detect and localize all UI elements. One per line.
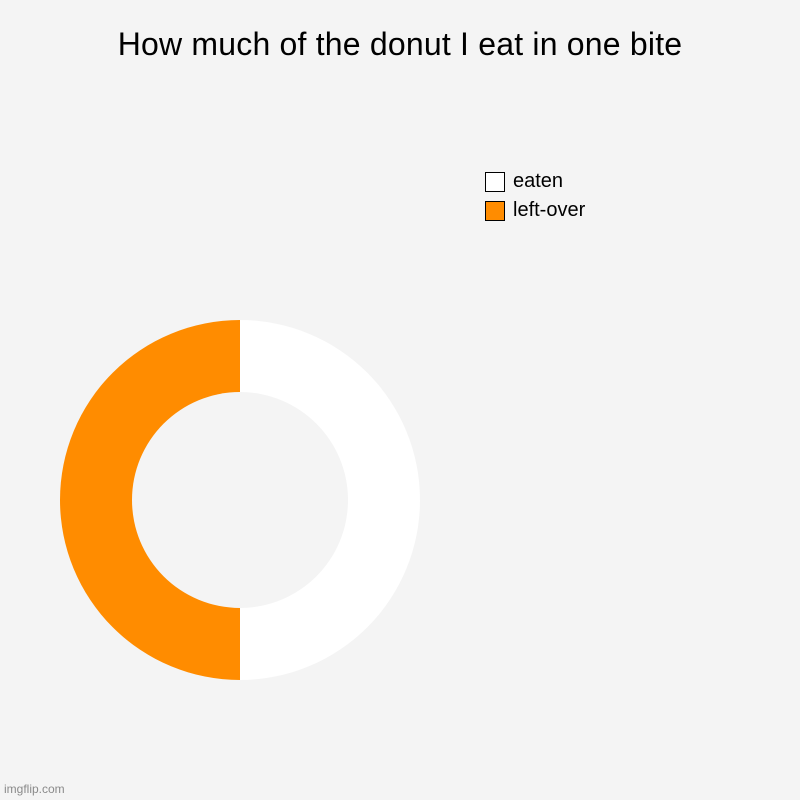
chart-title: How much of the donut I eat in one bite	[0, 26, 800, 63]
legend-swatch-leftover	[485, 201, 505, 221]
legend-swatch-eaten	[485, 172, 505, 192]
legend-item: eaten	[485, 170, 585, 193]
donut-chart	[60, 320, 420, 680]
legend-label: eaten	[513, 170, 563, 193]
legend: eaten left-over	[485, 170, 585, 228]
chart-canvas: How much of the donut I eat in one bite …	[0, 0, 800, 800]
donut-ring	[60, 320, 420, 680]
legend-item: left-over	[485, 199, 585, 222]
watermark: imgflip.com	[4, 782, 65, 796]
legend-label: left-over	[513, 199, 585, 222]
donut-hole	[132, 392, 348, 608]
